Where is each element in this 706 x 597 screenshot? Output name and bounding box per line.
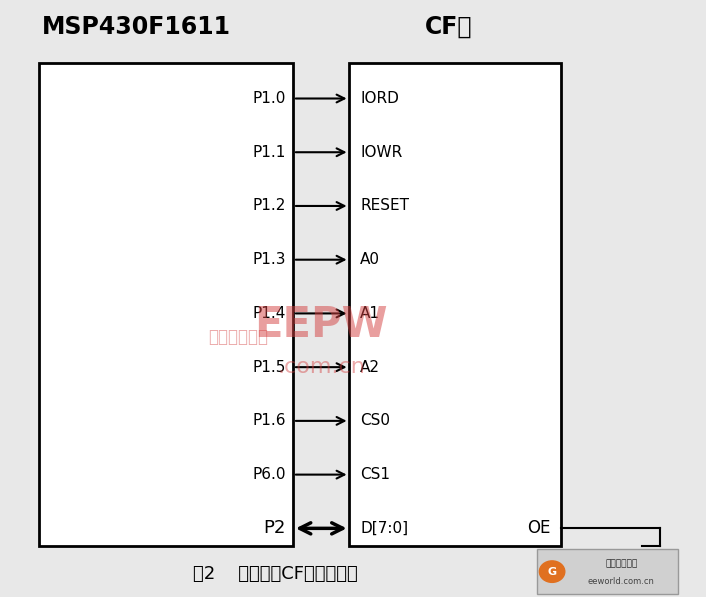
Text: 图2    单片机与CF卡接口电路: 图2 单片机与CF卡接口电路 [193, 565, 358, 583]
Text: eeworld.com.cn: eeworld.com.cn [588, 577, 654, 586]
Text: RESET: RESET [360, 198, 409, 214]
Text: CS1: CS1 [360, 467, 390, 482]
Text: .com.cn: .com.cn [277, 357, 365, 377]
Text: A2: A2 [360, 359, 380, 375]
Text: G: G [548, 567, 556, 577]
Text: P1.5: P1.5 [253, 359, 286, 375]
Text: P1.6: P1.6 [253, 413, 286, 429]
Text: EEPW: EEPW [254, 304, 388, 346]
Text: CS0: CS0 [360, 413, 390, 429]
Text: P1.3: P1.3 [253, 252, 286, 267]
Bar [537, 549, 678, 594]
Text: P1.0: P1.0 [253, 91, 286, 106]
Text: OE: OE [527, 519, 551, 537]
Text: P1.4: P1.4 [253, 306, 286, 321]
Text: 电子工程世界: 电子工程世界 [605, 559, 638, 568]
Text: A0: A0 [360, 252, 380, 267]
Circle shape [539, 561, 565, 583]
Text: 电子产品世界: 电子产品世界 [208, 328, 268, 346]
Text: A1: A1 [360, 306, 380, 321]
Text: P1.2: P1.2 [253, 198, 286, 214]
Bar [39, 63, 293, 546]
Text: IOWR: IOWR [360, 144, 402, 160]
Text: P1.1: P1.1 [253, 144, 286, 160]
Text: IORD: IORD [360, 91, 399, 106]
Bar [349, 63, 561, 546]
Text: MSP430F1611: MSP430F1611 [42, 15, 232, 39]
Text: D[7:0]: D[7:0] [360, 521, 408, 536]
Text: P2: P2 [263, 519, 286, 537]
Text: CF卡: CF卡 [424, 15, 472, 39]
Text: P6.0: P6.0 [253, 467, 286, 482]
